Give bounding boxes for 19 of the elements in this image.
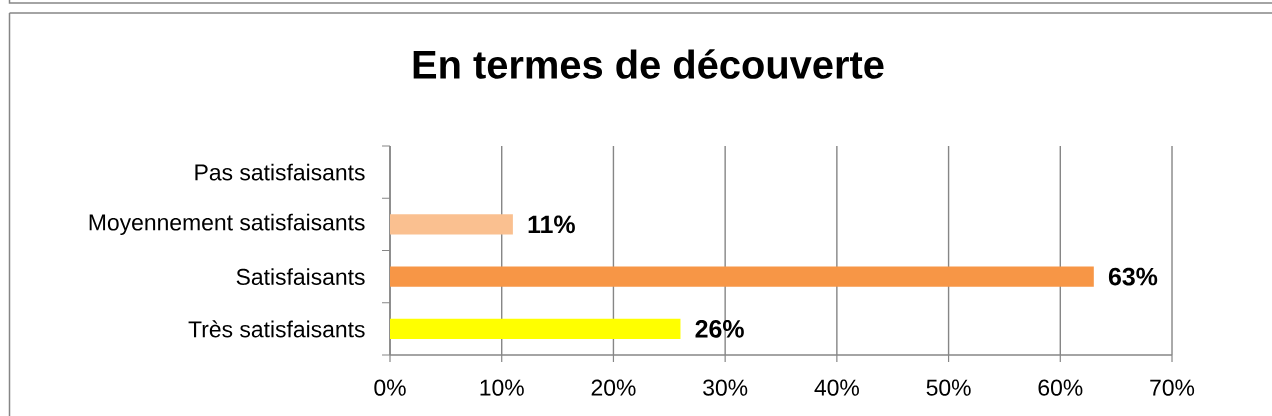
chart-title: En termes de découverte: [413, 49, 884, 79]
data-label: 11%: [528, 215, 575, 234]
x-tick-label: 60%: [1038, 379, 1083, 396]
data-label: 63%: [1108, 267, 1158, 286]
bar: [390, 214, 513, 235]
x-tick-label: 50%: [926, 379, 971, 396]
x-tick-label: 20%: [591, 379, 636, 396]
x-tick-label: 0%: [374, 379, 406, 396]
x-tick-label: 70%: [1150, 379, 1195, 396]
y-tick-label: Très satisfaisants: [188, 320, 365, 338]
data-label: 26%: [695, 320, 744, 338]
x-tick-label: 40%: [814, 379, 859, 396]
y-tick-label: Satisfaisants: [236, 268, 365, 286]
y-tick-label: Moyennement satisfaisants: [89, 213, 365, 236]
bar: [390, 266, 1094, 287]
y-tick-label: Pas satisfaisants: [195, 163, 365, 181]
x-tick-label: 30%: [703, 379, 748, 396]
bar: [390, 318, 681, 339]
x-tick-label: 10%: [480, 379, 524, 396]
